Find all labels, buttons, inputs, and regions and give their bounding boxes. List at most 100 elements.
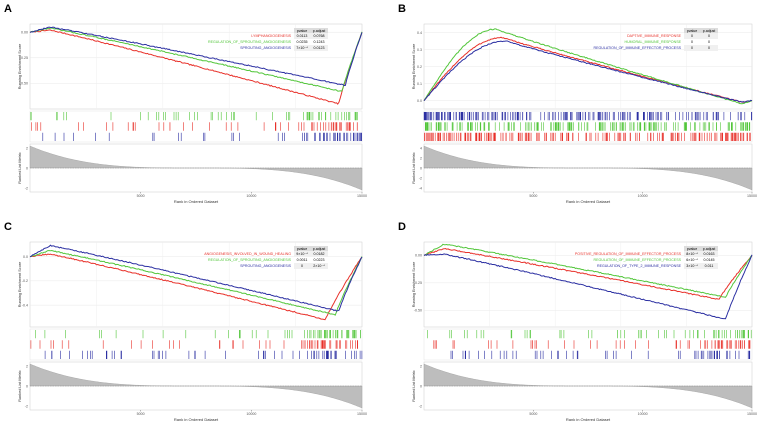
stats-table-header-bg xyxy=(684,28,718,33)
rank-y-tick-label: 2 xyxy=(26,146,28,150)
es-line-green xyxy=(423,243,753,298)
stats-row-pvalue: 0 xyxy=(691,40,693,44)
stats-row-bg xyxy=(684,257,718,263)
hit-marks-green xyxy=(425,122,751,131)
rank-y-tick-label: -2 xyxy=(419,404,422,408)
stats-row-pvalue: 0.0113 xyxy=(297,34,308,38)
x-axis-label: Rank in Ordered Dataset xyxy=(174,199,219,204)
stats-row-name: HUMORAL_IMMUNE_RESPONSE xyxy=(624,40,681,44)
stats-row-name: LYMPHANGIOGENESIS xyxy=(251,34,291,38)
x-tick-label: 10000 xyxy=(246,194,256,198)
x-tick-label: 10000 xyxy=(638,194,648,198)
stats-header-padjust: p.adjust xyxy=(703,29,716,33)
panel-d: D 0.00 -0.25 -0.50 Running Enrichment Score p… xyxy=(398,221,757,422)
stats-row-padjust: 0.0223 xyxy=(314,258,325,262)
es-line-blue xyxy=(29,244,363,312)
rank-y-tick-label: -4 xyxy=(419,186,422,190)
stats-row-pvalue: 8×10⁻⁴ xyxy=(686,252,698,256)
stats-row-name: REGULATION_OF_SPROUTING_ANGIOGENESIS xyxy=(208,40,292,44)
x-tick-label: 15000 xyxy=(357,194,367,198)
rank-y-tick-label: -2 xyxy=(25,404,28,408)
rank-y-tick-label: 2 xyxy=(420,364,422,368)
rank-y-axis-label: Ranked List Metric xyxy=(412,370,416,402)
stats-table-header-bg xyxy=(294,246,328,251)
stats-row-bg xyxy=(684,39,718,45)
stats-row-pvalue: 0 xyxy=(301,264,303,268)
panel-label: D xyxy=(398,221,406,233)
stats-row-bg xyxy=(684,45,718,51)
stats-row-bg xyxy=(294,263,328,269)
es-y-tick-label: 0.0 xyxy=(417,99,422,103)
x-axis-label: Rank in Ordered Dataset xyxy=(566,199,611,204)
x-tick-label: 10000 xyxy=(246,412,256,416)
es-y-tick-label: 0.4 xyxy=(417,31,422,35)
stats-row-bg xyxy=(684,251,718,257)
es-y-tick-label: 0.0 xyxy=(23,255,28,259)
hit-marks-blue xyxy=(450,350,751,359)
hit-marks-blue xyxy=(44,350,363,359)
stats-row-name: POSITIVE_REGULATION_OF_IMMUNE_EFFECTOR_P… xyxy=(575,252,682,256)
es-y-tick-label: -0.25 xyxy=(20,56,28,60)
x-axis-label: Rank in Ordered Dataset xyxy=(566,417,611,422)
hit-marks-green xyxy=(35,330,361,339)
es-line-green xyxy=(29,249,363,316)
es-line-red xyxy=(423,247,753,300)
hit-marks-red xyxy=(424,132,751,141)
es-y-tick-label: -0.25 xyxy=(414,281,422,285)
x-tick-label: 5000 xyxy=(137,194,145,198)
rank-y-axis-label: Ranked List Metric xyxy=(18,152,22,184)
stats-row-pvalue: 0 xyxy=(691,46,693,50)
stats-header-pvalue: pvalue xyxy=(297,247,308,251)
rank-y-tick-label: -2 xyxy=(419,176,422,180)
stats-row-name: DAPTIVE_IMMUNE_RESPONSE xyxy=(627,34,682,38)
es-line-blue xyxy=(423,253,753,320)
rank-y-tick-label: 2 xyxy=(420,156,422,160)
x-tick-label: 15000 xyxy=(357,412,367,416)
stats-row-bg xyxy=(684,33,718,39)
hit-area xyxy=(29,328,363,361)
stats-row-padjust: 0 xyxy=(708,34,710,38)
es-y-axis-label: Running Enrichment Score xyxy=(18,262,22,307)
es-y-tick-label: 0.00 xyxy=(21,30,28,34)
x-tick-label: 5000 xyxy=(529,194,537,198)
stats-row-name: REGULATION_OF_IMMUNE_EFFECTOR_PROCESS xyxy=(593,258,681,262)
stats-header-padjust: p.adjust xyxy=(313,247,326,251)
stats-header-padjust: p.adjust xyxy=(313,29,326,33)
panel-label: B xyxy=(398,3,406,15)
stats-row-padjust: 0 xyxy=(708,40,710,44)
stats-row-padjust: 0.011 xyxy=(705,264,714,268)
es-y-tick-label: -0.4 xyxy=(22,303,28,307)
rank-y-axis-label: Ranked List Metric xyxy=(412,152,416,184)
stats-row-name: REGULATION_OF_TYPE_2_IMMUNE_RESPONSE xyxy=(597,264,682,268)
x-tick-label: 15000 xyxy=(747,194,757,198)
stats-row-name: SPROUTING_ANGIOGENESIS xyxy=(240,264,292,268)
hit-marks-blue xyxy=(423,112,753,121)
es-y-axis-label: Running Enrichment Score xyxy=(412,262,416,307)
es-y-tick-label: -0.50 xyxy=(20,82,28,86)
es-line-green xyxy=(29,27,363,92)
panel-label: A xyxy=(4,3,12,15)
stats-row-name: REGULATION_OF_IMMUNE_EFFECTOR_PROCESS xyxy=(593,46,681,50)
hit-marks-blue xyxy=(42,132,362,141)
stats-row-padjust: 0.0145 xyxy=(704,258,715,262)
es-y-tick-label: 0.00 xyxy=(415,254,422,258)
hit-area xyxy=(423,328,753,361)
stats-row-pvalue: 9×10⁻⁴ xyxy=(296,252,308,256)
stats-table-header-bg xyxy=(684,246,718,251)
es-line-red xyxy=(29,253,363,321)
es-line-red xyxy=(29,29,363,105)
rank-y-tick-label: 0 xyxy=(26,384,28,388)
stats-row-padjust: 0.0163 xyxy=(704,252,715,256)
es-y-tick-label: 0.3 xyxy=(417,48,422,52)
stats-row-bg xyxy=(294,33,328,39)
hit-marks-green xyxy=(427,330,752,339)
x-tick-label: 5000 xyxy=(529,412,537,416)
stats-row-pvalue: 6×10⁻⁴ xyxy=(686,258,698,262)
panel-b: B 0.4 0.3 0.2 0.1 0.0 Running Enrichment Score… xyxy=(398,3,757,204)
stats-header-pvalue: pvalue xyxy=(687,247,698,251)
x-axis-label: Rank in Ordered Dataset xyxy=(174,417,219,422)
stats-row-pvalue: 0.0011 xyxy=(297,258,308,262)
